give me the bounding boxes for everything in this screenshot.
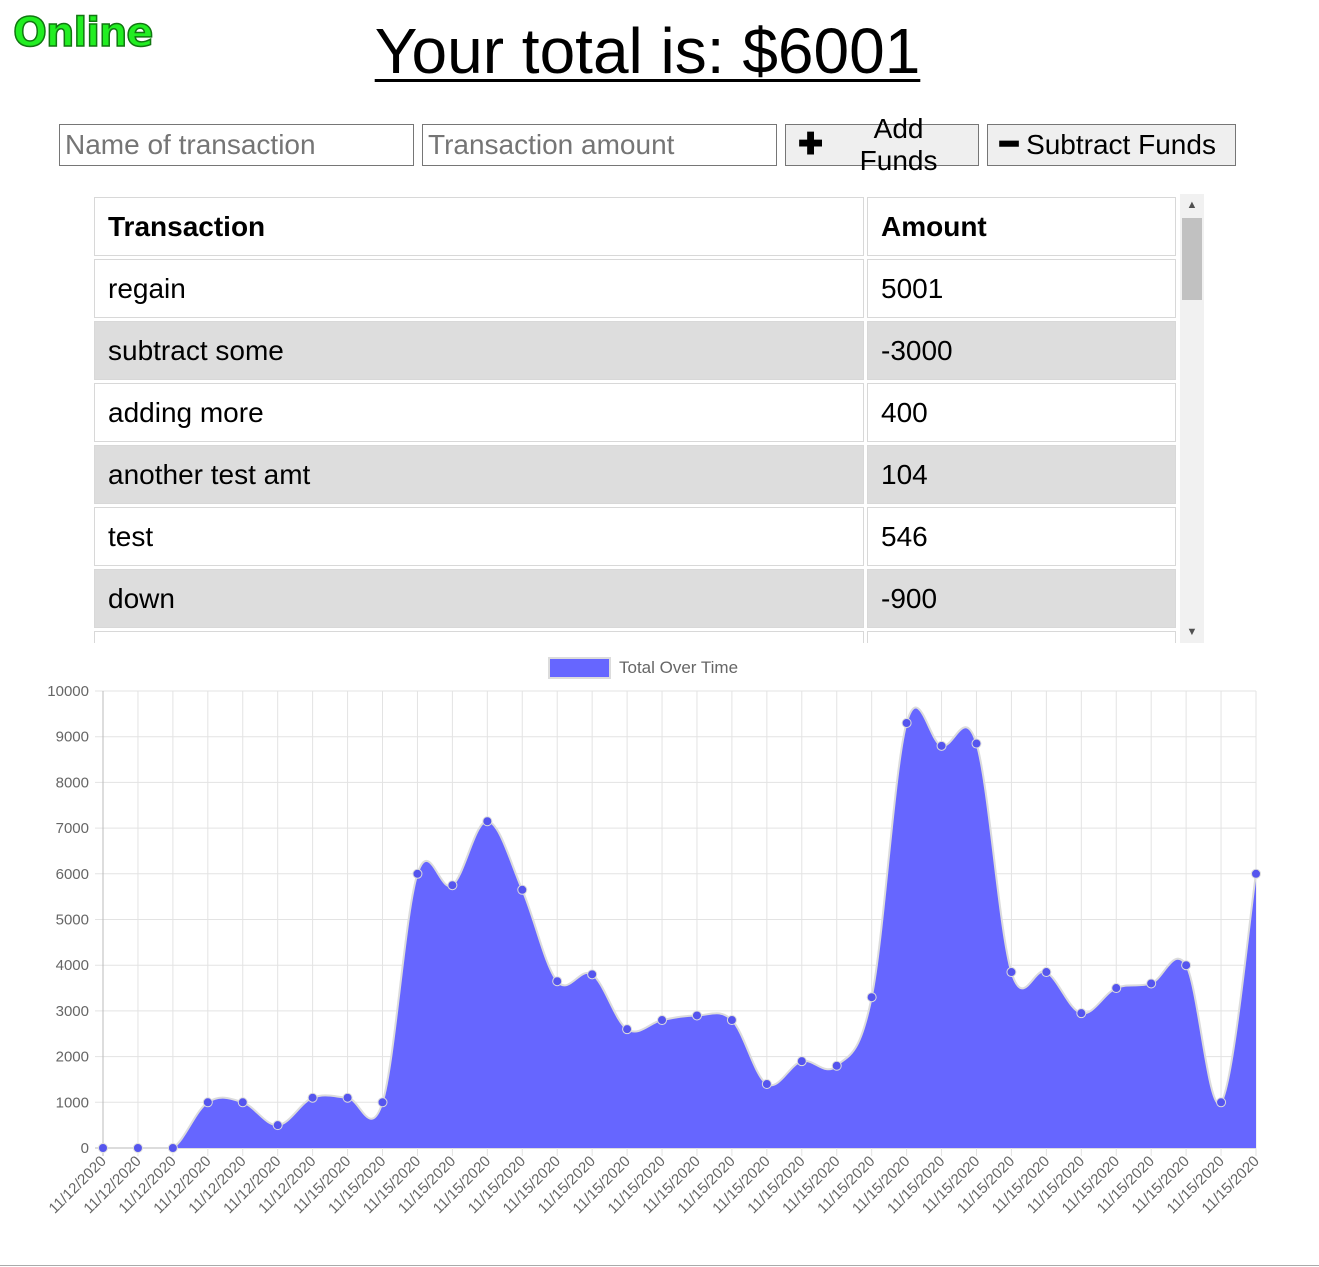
page-bottom-border [0, 1265, 1319, 1266]
page-title: Your total is: $6001 [374, 15, 921, 87]
y-tick-label: 10000 [47, 683, 89, 700]
transaction-amount-cell: -900 [867, 569, 1176, 628]
table-row: regain 5001 [94, 259, 1176, 318]
y-tick-label: 2000 [56, 1049, 89, 1066]
scrollbar-thumb[interactable] [1182, 218, 1202, 300]
y-tick-label: 1000 [56, 1094, 89, 1111]
data-point [901, 717, 912, 728]
data-point [1006, 967, 1017, 978]
data-point [1076, 1008, 1087, 1019]
table-scrollbar[interactable]: ▲ ▼ [1180, 194, 1204, 643]
subtract-funds-label: Subtract Funds [1026, 129, 1216, 160]
data-point [412, 868, 423, 879]
data-point [796, 1056, 807, 1067]
transaction-amount-cell: 5001 [867, 259, 1176, 318]
total-over-time-chart: 0 1000 2000 3000 4000 5000 6000 7000 8000 9000 100… [46, 657, 1263, 1217]
data-point [726, 1015, 737, 1026]
data-point [622, 1024, 633, 1035]
table-row: subtract some -3000 [94, 321, 1176, 380]
subtract-funds-button[interactable]: ━ Subtract Funds [987, 124, 1236, 166]
data-point [657, 1015, 668, 1026]
transaction-name-cell: test [94, 507, 864, 566]
table-row [94, 631, 1176, 643]
y-tick-label: 3000 [56, 1003, 89, 1020]
transaction-amount-cell: -3000 [867, 321, 1176, 380]
legend-swatch [548, 657, 611, 679]
data-point [98, 1143, 108, 1153]
y-tick-label: 4000 [56, 957, 89, 974]
data-point [482, 816, 493, 827]
data-point [342, 1092, 353, 1103]
data-point [307, 1092, 318, 1103]
data-point [1146, 978, 1157, 989]
data-point [132, 1143, 143, 1153]
transaction-amount-cell [867, 631, 1176, 643]
data-point [167, 1143, 178, 1153]
data-point [1041, 967, 1052, 978]
data-point [691, 1010, 702, 1021]
transaction-name-cell: adding more [94, 383, 864, 442]
data-point [866, 992, 877, 1003]
data-point [1216, 1097, 1227, 1108]
data-point [517, 884, 528, 895]
plus-icon: ✚ [798, 128, 824, 161]
data-point [202, 1097, 213, 1108]
transactions-table: Transaction Amount regain 5001 subtract … [93, 194, 1179, 643]
transaction-name-cell: subtract some [94, 321, 864, 380]
legend-label: Total Over Time [619, 658, 738, 677]
minus-icon: ━ [1000, 128, 1019, 161]
transaction-amount-cell: 400 [867, 383, 1176, 442]
transaction-name-input[interactable] [59, 124, 414, 166]
data-point [237, 1097, 248, 1108]
transaction-name-cell: down [94, 569, 864, 628]
scroll-up-arrow-icon[interactable]: ▲ [1186, 199, 1198, 211]
data-point [377, 1097, 388, 1108]
table-row: another test amt 104 [94, 445, 1176, 504]
add-funds-label: Add Funds [859, 113, 938, 176]
transaction-name-cell [94, 631, 864, 643]
y-tick-label: 8000 [56, 774, 89, 791]
column-header-amount: Amount [867, 197, 1176, 256]
series-area-fill [103, 707, 1256, 1148]
data-point [1251, 868, 1261, 879]
online-status: Online [12, 9, 154, 57]
table-row: adding more 400 [94, 383, 1176, 442]
y-tick-label: 9000 [56, 729, 89, 746]
data-point [552, 976, 563, 987]
y-tick-label: 5000 [56, 912, 89, 929]
data-point [1181, 960, 1192, 971]
data-point [971, 738, 982, 749]
transaction-amount-cell: 546 [867, 507, 1176, 566]
y-tick-label: 6000 [56, 866, 89, 883]
data-point [272, 1120, 283, 1131]
add-funds-button[interactable]: ✚ Add Funds [785, 113, 979, 176]
data-point [447, 880, 458, 891]
data-point [831, 1060, 842, 1071]
transaction-name-cell: another test amt [94, 445, 864, 504]
data-point [587, 969, 598, 980]
transaction-amount-cell: 104 [867, 445, 1176, 504]
table-row: down -900 [94, 569, 1176, 628]
data-point [1111, 983, 1122, 994]
y-tick-label: 0 [81, 1140, 89, 1157]
y-tick-label: 7000 [56, 820, 89, 837]
transaction-name-cell: regain [94, 259, 864, 318]
transactions-table-container[interactable]: Transaction Amount regain 5001 subtract … [93, 194, 1204, 643]
data-point [936, 740, 947, 751]
column-header-transaction: Transaction [94, 197, 864, 256]
transaction-amount-input[interactable] [422, 124, 777, 166]
scroll-down-arrow-icon[interactable]: ▼ [1186, 626, 1198, 638]
table-row: test 546 [94, 507, 1176, 566]
data-point [761, 1079, 772, 1090]
